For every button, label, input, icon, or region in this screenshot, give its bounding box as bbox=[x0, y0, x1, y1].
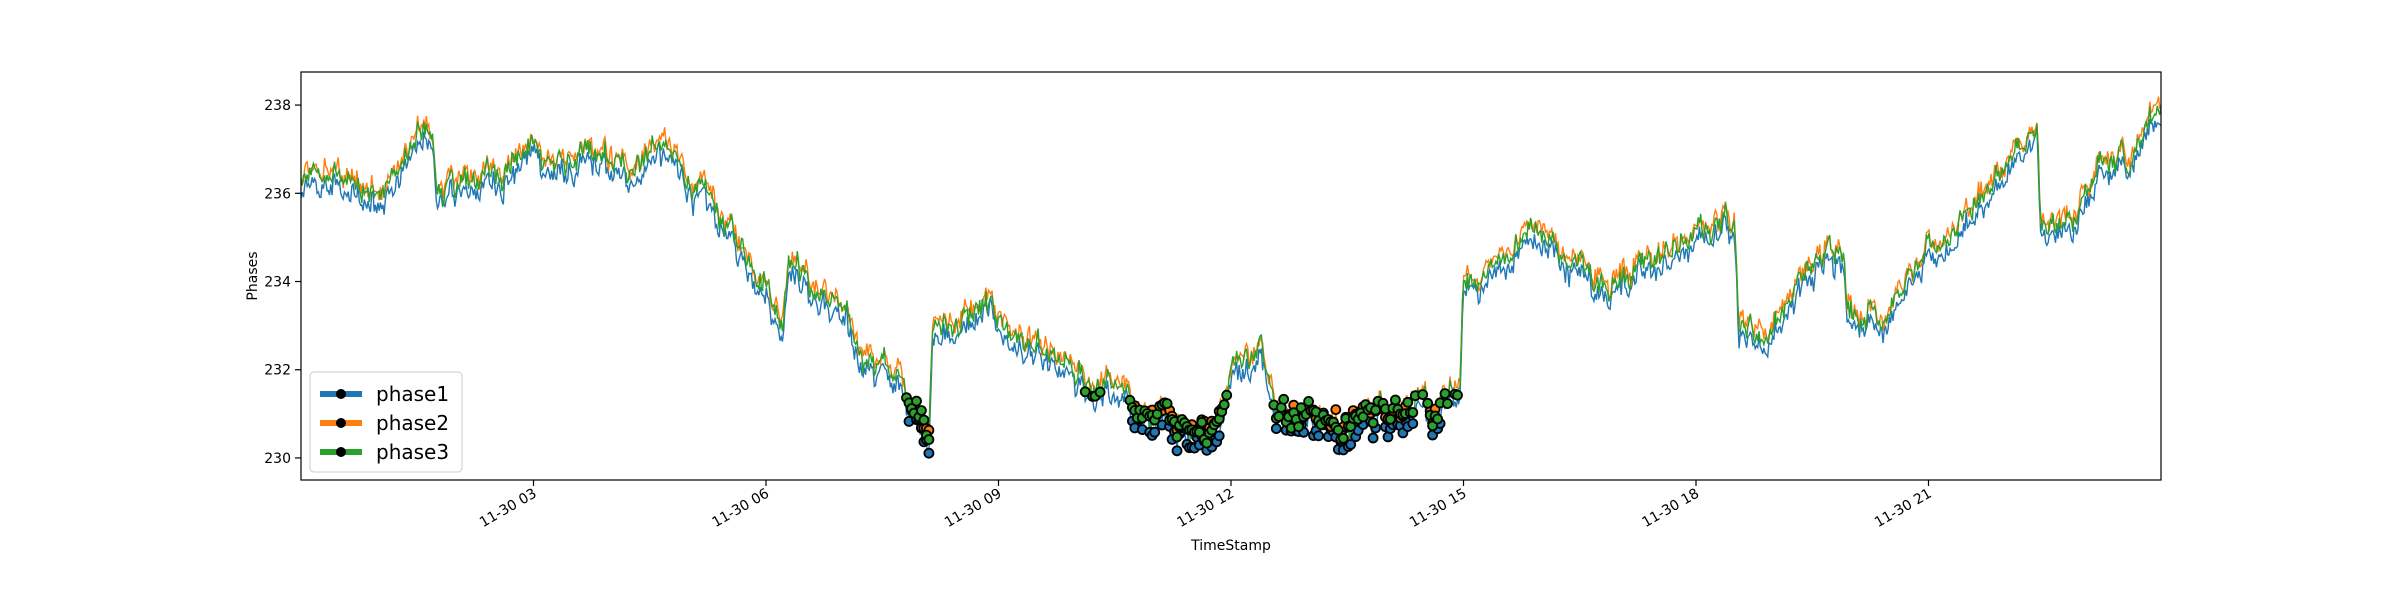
marker-layer bbox=[901, 386, 1463, 459]
data-point-phase3 bbox=[1079, 386, 1091, 398]
legend-label-phase3: phase3 bbox=[376, 440, 449, 464]
series-line-phase2 bbox=[300, 96, 2162, 442]
data-point-phase3 bbox=[1278, 393, 1290, 405]
legend-label-phase1: phase1 bbox=[376, 382, 449, 406]
data-point-phase1 bbox=[1213, 430, 1225, 442]
data-point-phase3 bbox=[1422, 397, 1434, 409]
data-point-phase3 bbox=[1417, 389, 1429, 401]
legend-marker-phase2 bbox=[336, 418, 346, 428]
y-tick-label: 236 bbox=[264, 186, 291, 202]
data-point-phase3 bbox=[923, 434, 935, 446]
legend-marker-phase1 bbox=[336, 389, 346, 399]
data-point-phase3 bbox=[911, 395, 922, 407]
data-point-phase1 bbox=[1270, 423, 1282, 435]
data-point-phase1 bbox=[1407, 418, 1419, 430]
data-point-phase3 bbox=[1194, 426, 1205, 438]
data-point-phase3 bbox=[1407, 407, 1419, 418]
series-line-phase3 bbox=[300, 104, 2162, 446]
data-point-phase1 bbox=[923, 447, 935, 459]
y-axis: 230 232 234 236 238 bbox=[264, 98, 301, 467]
legend-marker-phase3 bbox=[336, 447, 346, 457]
data-point-phase3 bbox=[1357, 411, 1369, 423]
data-point-phase3 bbox=[1442, 398, 1453, 410]
y-axis-label: Phases bbox=[245, 251, 261, 300]
y-tick-label: 238 bbox=[264, 98, 291, 114]
data-point-phase3 bbox=[1402, 396, 1414, 408]
data-point-phase3 bbox=[1293, 421, 1304, 433]
data-point-phase3 bbox=[1161, 398, 1173, 410]
data-point-phase3 bbox=[1094, 386, 1106, 398]
data-point-phase3 bbox=[918, 414, 930, 426]
legend-label-phase2: phase2 bbox=[376, 411, 449, 435]
series-markers-phase3 bbox=[901, 386, 1463, 449]
data-point-phase3 bbox=[916, 405, 927, 416]
y-tick-label: 234 bbox=[264, 275, 291, 291]
data-point-phase3 bbox=[1221, 389, 1233, 401]
data-point-phase1 bbox=[1367, 432, 1379, 444]
data-point-phase1 bbox=[1313, 430, 1324, 442]
data-point-phase3 bbox=[1171, 431, 1183, 443]
y-tick-label: 230 bbox=[264, 451, 291, 467]
data-point-phase3 bbox=[1452, 389, 1463, 401]
series-line-phase1 bbox=[300, 118, 2162, 457]
data-point-phase2 bbox=[1330, 404, 1342, 416]
data-point-phase3 bbox=[1196, 416, 1208, 428]
data-point-phase3 bbox=[1432, 413, 1443, 425]
x-axis-label: TimeStamp bbox=[1190, 538, 1271, 554]
data-point-phase1 bbox=[1149, 426, 1161, 438]
data-point-phase3 bbox=[1370, 404, 1381, 416]
y-tick-label: 232 bbox=[264, 363, 291, 379]
series-layer bbox=[300, 96, 2162, 457]
data-point-phase3 bbox=[1385, 413, 1396, 425]
data-point-phase3 bbox=[1367, 417, 1379, 429]
data-point-phase3 bbox=[1337, 432, 1349, 444]
data-point-phase3 bbox=[1218, 399, 1230, 411]
data-point-phase1 bbox=[1171, 445, 1183, 457]
data-point-phase1 bbox=[1345, 439, 1357, 450]
data-point-phase3 bbox=[1201, 437, 1213, 449]
data-point-phase3 bbox=[1439, 388, 1451, 400]
data-point-phase3 bbox=[1390, 394, 1401, 406]
legend: phase1 phase2 phase3 bbox=[309, 371, 463, 473]
data-point-phase3 bbox=[1303, 395, 1314, 407]
